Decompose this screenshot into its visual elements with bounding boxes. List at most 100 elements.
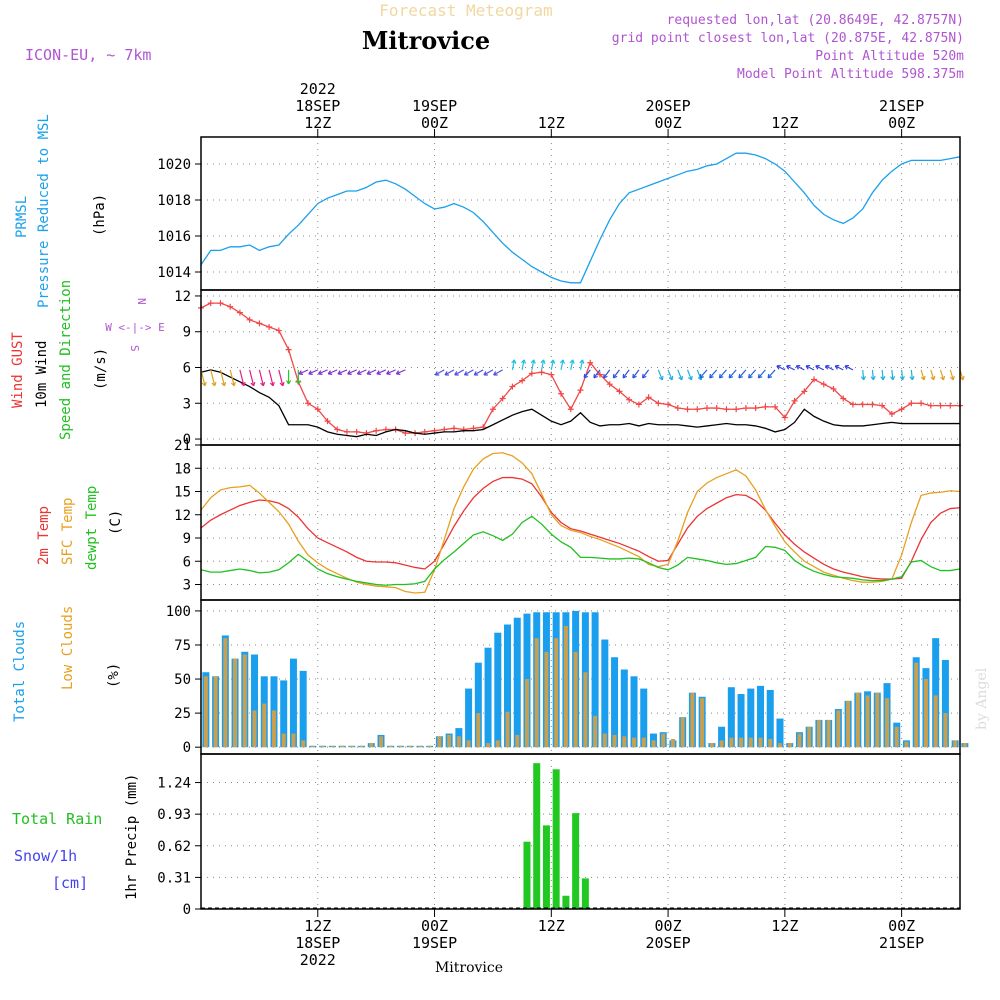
wind-arrow bbox=[434, 369, 445, 376]
wind-arrow-head bbox=[444, 371, 450, 376]
wind-arrow-head bbox=[757, 373, 763, 379]
low-cloud-bar bbox=[515, 734, 520, 748]
low-cloud-bar bbox=[379, 736, 384, 748]
wind-arrow-head bbox=[805, 364, 811, 370]
wind-arrow bbox=[531, 359, 535, 371]
top-time-label: 18SEP bbox=[295, 97, 340, 115]
wind-arrow bbox=[521, 359, 525, 371]
gust-marker bbox=[908, 400, 915, 407]
gust-marker bbox=[334, 426, 341, 433]
gust-marker bbox=[879, 402, 886, 409]
gust-marker bbox=[635, 401, 642, 408]
low-cloud-bar bbox=[904, 741, 909, 748]
wind-arrow bbox=[540, 359, 545, 371]
wind-arrow-head bbox=[559, 359, 565, 364]
label-snow: Snow/1h bbox=[14, 847, 77, 865]
label-dewpt-temp: dewpt Temp bbox=[84, 486, 100, 570]
wind-arrow bbox=[550, 359, 554, 371]
low-cloud-bar bbox=[826, 719, 831, 748]
y-tick-label: 9 bbox=[183, 325, 191, 341]
wind-arrow-head bbox=[550, 359, 556, 364]
wind-arrow-head bbox=[221, 381, 227, 387]
y-tick-label: 75 bbox=[174, 638, 191, 654]
wind-arrow bbox=[930, 369, 935, 381]
y-tick-label: 0 bbox=[183, 740, 191, 756]
gridlines bbox=[201, 137, 960, 909]
wind-arrow-head bbox=[434, 371, 440, 376]
wind-arrow-head bbox=[473, 371, 479, 376]
wind-arrow bbox=[278, 369, 284, 387]
wind-arrow-head bbox=[709, 373, 714, 379]
wind-arrow-head bbox=[687, 375, 693, 381]
gust-marker bbox=[606, 381, 613, 388]
label-wind-gust: Wind GUST bbox=[10, 332, 26, 408]
low-cloud-bar bbox=[554, 638, 559, 748]
low-cloud-bar bbox=[739, 737, 744, 748]
wind-arrow bbox=[318, 369, 328, 375]
gust-marker bbox=[947, 402, 954, 409]
wind-arrow-head bbox=[579, 359, 585, 364]
wind-arrow bbox=[579, 359, 584, 371]
wind-arrow-head bbox=[834, 364, 840, 370]
y-tick-label: 0.31 bbox=[157, 870, 191, 886]
low-cloud-bar bbox=[203, 676, 208, 748]
y-tick-label: 6 bbox=[183, 361, 191, 377]
gust-marker bbox=[655, 400, 662, 407]
top-time-label: 00Z bbox=[888, 114, 915, 132]
wind-arrow bbox=[366, 369, 377, 375]
top-time-label: 19SEP bbox=[412, 97, 457, 115]
wind-arrow bbox=[473, 369, 484, 376]
gust-marker bbox=[324, 418, 331, 425]
bottom-time-label: 12Z bbox=[538, 917, 565, 935]
y-tick-label: 1020 bbox=[157, 157, 191, 173]
low-cloud-bar bbox=[437, 736, 442, 748]
y-tick-label: 1.24 bbox=[157, 776, 191, 792]
wind-arrow bbox=[667, 369, 673, 381]
y-tick-label: 6 bbox=[183, 554, 191, 570]
low-cloud-bar bbox=[748, 737, 753, 748]
top-time-label: 12Z bbox=[771, 114, 798, 132]
total-cloud-bar bbox=[727, 687, 735, 748]
low-cloud-bar bbox=[816, 719, 821, 748]
gust-marker bbox=[781, 414, 788, 421]
bottom-time-label: 12Z bbox=[304, 917, 331, 935]
wind-arrow-head bbox=[795, 364, 801, 370]
wind-arrow bbox=[834, 365, 844, 371]
wind-arrow bbox=[786, 365, 795, 371]
requested-coords: requested lon,lat (20.8649E, 42.8757N) bbox=[667, 13, 964, 28]
data-layer bbox=[198, 152, 969, 909]
gust-marker bbox=[266, 323, 273, 330]
top-time-label: 12Z bbox=[538, 114, 565, 132]
wind-arrow bbox=[239, 369, 245, 387]
y-tick-label: 1016 bbox=[157, 229, 191, 245]
wind-arrow bbox=[881, 369, 884, 380]
wind-arrow-head bbox=[622, 373, 628, 379]
total-cloud-bar bbox=[494, 632, 502, 748]
gust-marker bbox=[742, 405, 749, 412]
gust-marker bbox=[567, 406, 574, 413]
low-cloud-bar bbox=[427, 745, 432, 748]
y-tick-label: 1018 bbox=[157, 193, 191, 209]
wind-arrow-head bbox=[295, 380, 301, 385]
series-line-10m-wind bbox=[200, 369, 960, 438]
total-cloud-bar bbox=[513, 617, 521, 748]
wind-arrow-head bbox=[376, 370, 381, 375]
low-cloud-bar bbox=[388, 745, 393, 748]
gust-marker bbox=[684, 406, 691, 413]
low-cloud-bar bbox=[456, 736, 461, 748]
gust-marker bbox=[538, 369, 545, 376]
model-altitude: Model Point Altitude 598.375m bbox=[737, 67, 964, 82]
low-cloud-bar bbox=[865, 695, 870, 748]
wind-arrow-head bbox=[776, 364, 781, 370]
rain-bar bbox=[542, 825, 550, 909]
gust-marker bbox=[373, 427, 380, 434]
label-prmsl: PRMSL bbox=[14, 196, 30, 238]
wind-arrow bbox=[583, 369, 591, 379]
wind-arrow bbox=[511, 359, 515, 371]
total-cloud-bar bbox=[299, 670, 307, 748]
y-tick-label: 3 bbox=[183, 578, 191, 594]
low-cloud-bar bbox=[670, 739, 675, 748]
low-cloud-bar bbox=[310, 745, 315, 748]
y-tick-label: 3 bbox=[183, 396, 191, 412]
wind-arrow-head bbox=[201, 381, 207, 387]
